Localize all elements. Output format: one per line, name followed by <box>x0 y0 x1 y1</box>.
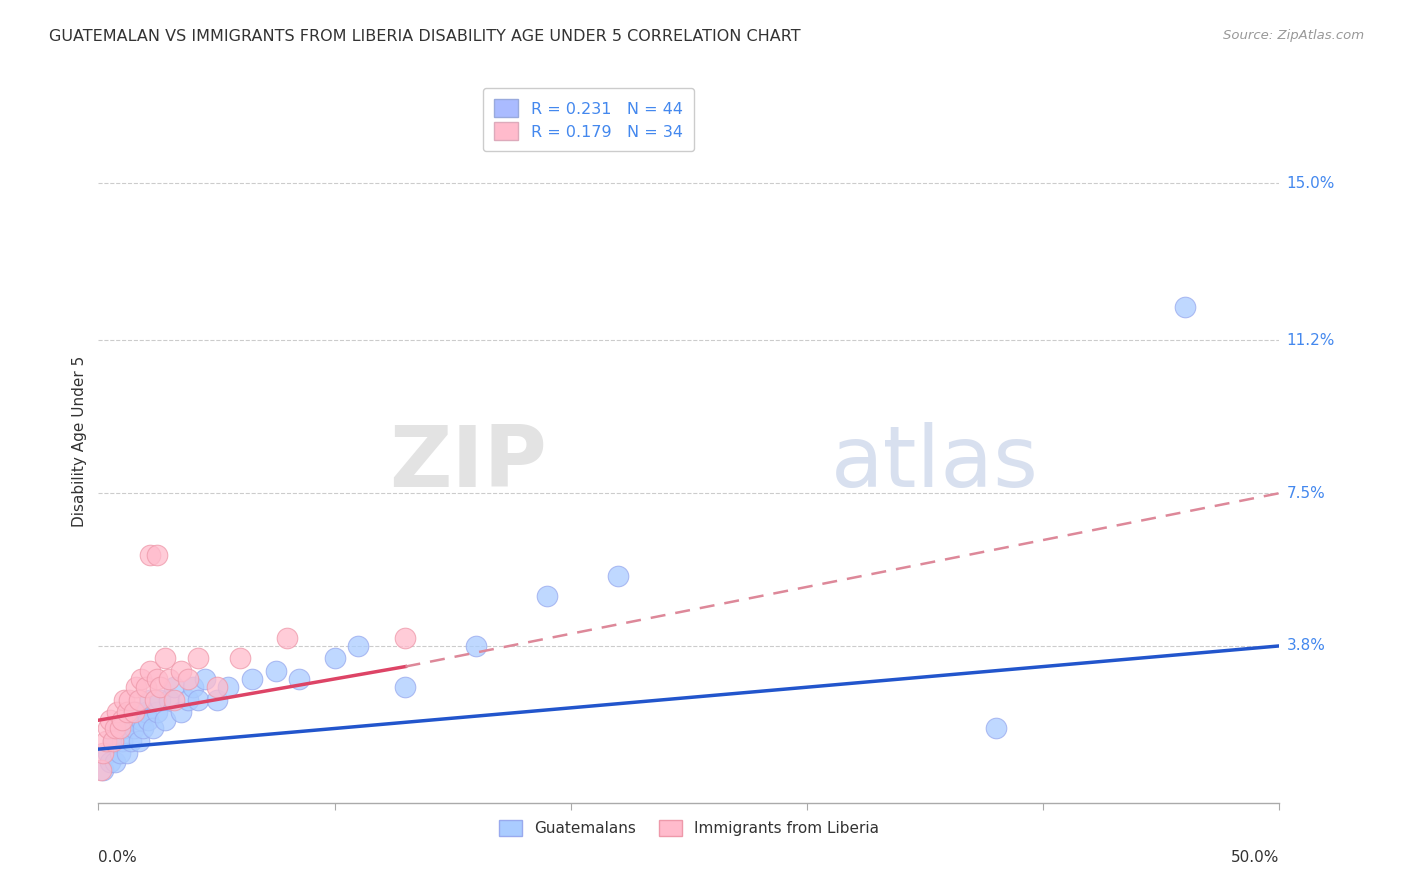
Point <box>139 664 162 678</box>
Point <box>323 651 346 665</box>
Point <box>143 692 166 706</box>
Point <box>101 734 124 748</box>
Point <box>111 734 134 748</box>
Point <box>170 664 193 678</box>
Point <box>146 548 169 562</box>
Point <box>177 672 200 686</box>
Point <box>139 692 162 706</box>
Point <box>153 713 176 727</box>
Point <box>90 763 112 777</box>
Text: 11.2%: 11.2% <box>1286 333 1334 348</box>
Text: 50.0%: 50.0% <box>1232 850 1279 865</box>
Point <box>394 631 416 645</box>
Point <box>136 713 159 727</box>
Point <box>98 713 121 727</box>
Point <box>91 746 114 760</box>
Point <box>115 705 138 719</box>
Point <box>125 680 148 694</box>
Text: 15.0%: 15.0% <box>1286 176 1334 191</box>
Point <box>142 722 165 736</box>
Point <box>177 692 200 706</box>
Y-axis label: Disability Age Under 5: Disability Age Under 5 <box>72 356 87 527</box>
Text: ZIP: ZIP <box>389 422 547 505</box>
Point <box>394 680 416 694</box>
Point <box>288 672 311 686</box>
Text: 0.0%: 0.0% <box>98 850 138 865</box>
Point <box>984 722 1007 736</box>
Point <box>112 722 135 736</box>
Point <box>97 722 120 736</box>
Point <box>108 722 131 736</box>
Point <box>276 631 298 645</box>
Point <box>129 713 152 727</box>
Point <box>163 692 186 706</box>
Point <box>205 680 228 694</box>
Point <box>111 713 134 727</box>
Point <box>122 722 145 736</box>
Point <box>121 734 143 748</box>
Point <box>187 692 209 706</box>
Point <box>118 713 141 727</box>
Point <box>240 672 263 686</box>
Text: GUATEMALAN VS IMMIGRANTS FROM LIBERIA DISABILITY AGE UNDER 5 CORRELATION CHART: GUATEMALAN VS IMMIGRANTS FROM LIBERIA DI… <box>49 29 801 44</box>
Point <box>205 692 228 706</box>
Point <box>194 672 217 686</box>
Point <box>128 734 150 748</box>
Point <box>157 672 180 686</box>
Point <box>149 680 172 694</box>
Point <box>1174 301 1197 315</box>
Point <box>98 755 121 769</box>
Point <box>170 705 193 719</box>
Point <box>94 734 117 748</box>
Point <box>132 722 155 736</box>
Text: atlas: atlas <box>831 422 1039 505</box>
Point <box>135 705 157 719</box>
Point <box>115 746 138 760</box>
Point <box>465 639 488 653</box>
Text: 7.5%: 7.5% <box>1286 485 1326 500</box>
Point <box>105 705 128 719</box>
Point <box>97 746 120 760</box>
Point <box>347 639 370 653</box>
Point <box>217 680 239 694</box>
Point <box>187 651 209 665</box>
Point <box>149 692 172 706</box>
Point <box>153 651 176 665</box>
Point <box>108 746 131 760</box>
Point <box>163 680 186 694</box>
Point <box>135 680 157 694</box>
Point <box>607 568 630 582</box>
Legend: Guatemalans, Immigrants from Liberia: Guatemalans, Immigrants from Liberia <box>492 814 886 842</box>
Point <box>264 664 287 678</box>
Point <box>104 722 127 736</box>
Point <box>146 672 169 686</box>
Point <box>101 734 124 748</box>
Point <box>105 722 128 736</box>
Point <box>181 680 204 694</box>
Point <box>129 672 152 686</box>
Point <box>122 705 145 719</box>
Point <box>157 692 180 706</box>
Text: 3.8%: 3.8% <box>1286 639 1326 654</box>
Point <box>128 692 150 706</box>
Point <box>91 763 114 777</box>
Point <box>112 692 135 706</box>
Point <box>104 755 127 769</box>
Point <box>125 705 148 719</box>
Point <box>536 590 558 604</box>
Text: Source: ZipAtlas.com: Source: ZipAtlas.com <box>1223 29 1364 42</box>
Point <box>139 548 162 562</box>
Point <box>118 692 141 706</box>
Point <box>146 705 169 719</box>
Point <box>229 651 252 665</box>
